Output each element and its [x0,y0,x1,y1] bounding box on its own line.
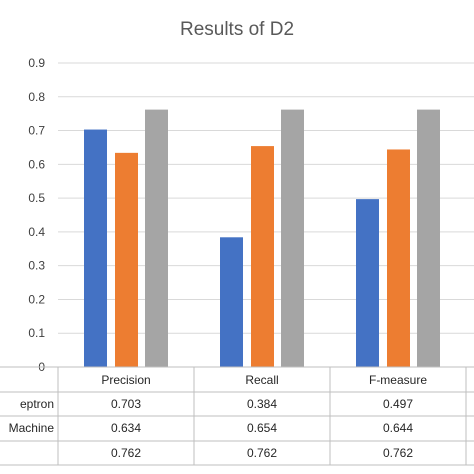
bar [220,237,243,367]
table-cell-value: 0.762 [111,446,141,460]
bar [84,129,107,367]
y-tick-label: 0.2 [28,292,45,306]
y-axis-ticks: 00.10.20.30.40.50.60.70.80.9 [28,56,45,374]
bar [115,152,138,367]
table-cell-value: 0.703 [111,397,141,411]
bars [84,109,440,367]
table-cell-value: 0.762 [383,446,413,460]
x-category-label: Recall [245,373,278,387]
chart-title: Results of D2 [180,19,294,40]
y-tick-label: 0.9 [28,56,45,70]
y-tick-label: 0.4 [28,225,45,239]
table-cell-value: 0.654 [247,421,277,435]
data-table: Precision Recall F-measure eptron 0.703 0.384… [0,366,474,466]
table-cell-value: 0.497 [383,397,413,411]
table-cell-value: 0.762 [247,446,277,460]
bar [387,149,410,367]
bar [251,146,274,367]
table-cell-value: 0.634 [111,421,141,435]
y-tick-label: 0.3 [28,259,45,273]
bar [417,109,440,367]
y-tick-label: 0.1 [28,326,45,340]
table-row-label: Machine [9,421,55,435]
table-cell-value: 0.384 [247,397,277,411]
table-cell-value: 0.644 [383,421,413,435]
y-tick-label: 0.7 [28,124,45,138]
x-category-label: F-measure [369,373,427,387]
y-tick-label: 0.5 [28,191,45,205]
bar [281,109,304,367]
bar [145,109,168,367]
x-category-label: Precision [101,373,150,387]
table-row-label: eptron [20,397,54,411]
bar [356,199,379,367]
y-tick-label: 0.6 [28,157,45,171]
y-tick-label: 0.8 [28,90,45,104]
